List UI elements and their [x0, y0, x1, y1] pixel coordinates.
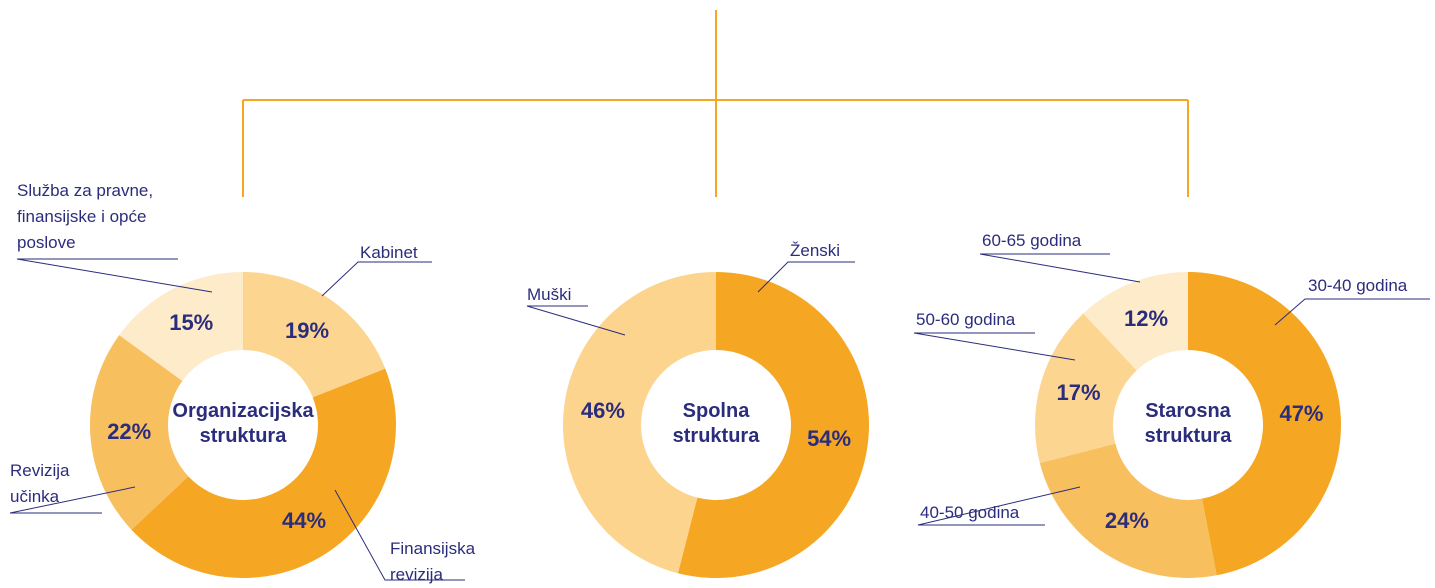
- category-label: 60-65 godina: [982, 231, 1082, 250]
- value-label: 54%: [807, 426, 852, 452]
- category-label: Služba za pravne, finansijske i opće pos…: [17, 181, 154, 252]
- donut-slice: [131, 368, 396, 579]
- donut-slice: [1035, 313, 1137, 464]
- category-label: Muški: [527, 285, 572, 304]
- donut-slice: [563, 272, 716, 574]
- leader-line: [9, 486, 136, 514]
- value-label: 47%: [1279, 401, 1324, 427]
- category-label: Ženski: [790, 241, 841, 260]
- value-label: 24%: [1104, 508, 1149, 534]
- value-label: 46%: [580, 397, 625, 423]
- leader-line: [526, 305, 626, 336]
- leader-line: [917, 486, 1081, 526]
- connector: [242, 10, 1189, 197]
- donut-slice: [1039, 443, 1217, 578]
- leader-line: [16, 258, 213, 293]
- center-title: Organizacijska struktura: [172, 400, 314, 447]
- category-label: 40-50 godina: [920, 503, 1020, 522]
- leader-line: [979, 253, 1141, 283]
- category-label: 30-40 godina: [1308, 276, 1408, 295]
- value-label: 19%: [285, 317, 330, 343]
- value-label: 44%: [282, 508, 327, 534]
- center-title: Spolna struktura: [672, 400, 760, 447]
- leader-line: [321, 261, 432, 297]
- category-label: Revizija učinka: [10, 461, 70, 506]
- value-label: 12%: [1124, 306, 1169, 331]
- leader-line: [334, 489, 465, 581]
- value-label: 17%: [1056, 380, 1101, 406]
- leader-line: [913, 332, 1076, 361]
- value-label: 15%: [169, 310, 214, 336]
- donut-slice: [677, 272, 869, 578]
- category-label: Kabinet: [360, 243, 418, 262]
- donut-slice: [89, 335, 189, 530]
- category-label: Finansijska revizija: [390, 539, 476, 584]
- donut-slice: [1083, 272, 1188, 371]
- value-label: 22%: [107, 419, 152, 445]
- center-title: Starosna struktura: [1144, 400, 1232, 447]
- leader-line: [757, 261, 855, 293]
- donut-slice: [1188, 272, 1342, 576]
- leader-line: [1274, 298, 1430, 326]
- category-label: 50-60 godina: [916, 310, 1016, 329]
- donut-slice: [119, 272, 243, 381]
- donut-slice: [243, 272, 386, 398]
